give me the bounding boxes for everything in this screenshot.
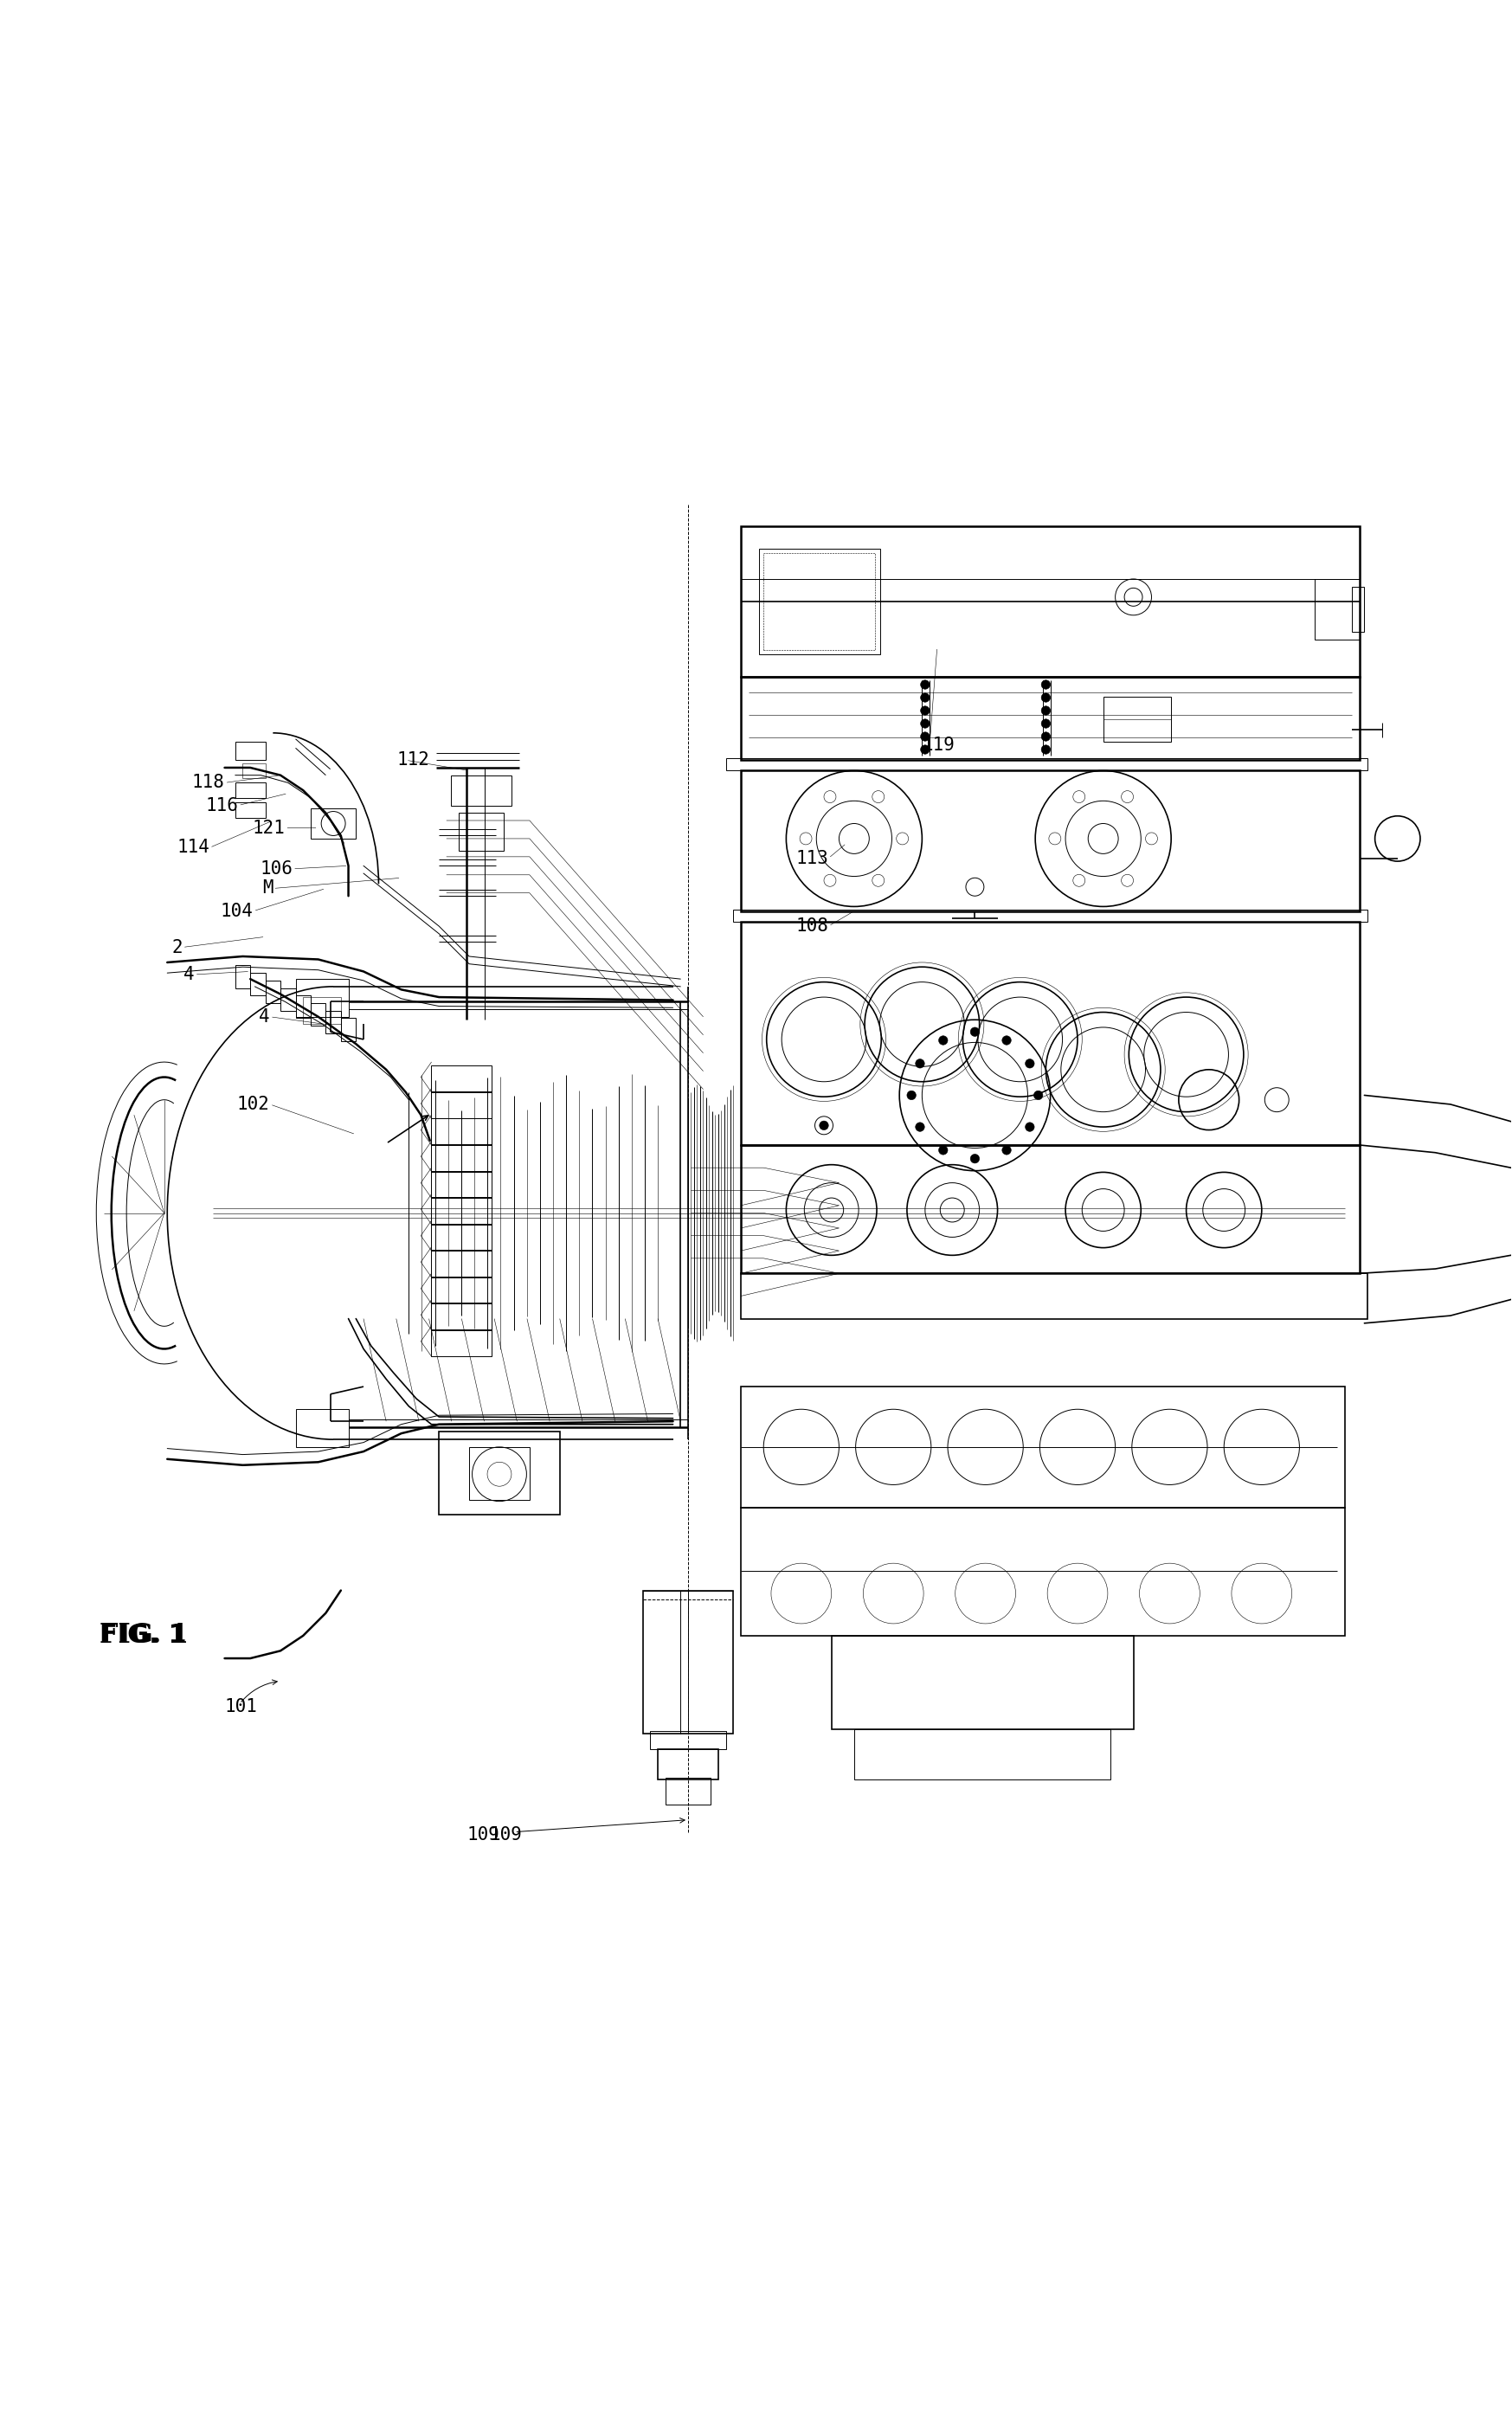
Bar xyxy=(431,1172,491,1198)
Bar xyxy=(236,803,266,818)
Circle shape xyxy=(1042,733,1051,740)
Circle shape xyxy=(907,1092,916,1099)
Bar xyxy=(469,1446,529,1499)
Text: 118: 118 xyxy=(192,774,225,791)
Bar xyxy=(325,1012,340,1033)
Circle shape xyxy=(1042,679,1051,689)
Bar xyxy=(431,1223,491,1252)
Bar xyxy=(310,808,355,839)
Bar xyxy=(243,764,266,779)
Circle shape xyxy=(1042,694,1051,701)
Bar xyxy=(741,1274,1367,1320)
Circle shape xyxy=(939,1036,948,1046)
Circle shape xyxy=(915,1123,924,1131)
Bar xyxy=(431,1329,491,1356)
Bar xyxy=(741,771,1359,912)
Bar xyxy=(295,980,348,1016)
Text: 113: 113 xyxy=(795,849,829,866)
Circle shape xyxy=(1034,1092,1043,1099)
Bar xyxy=(431,1196,491,1225)
Bar xyxy=(1314,580,1359,640)
Text: 109: 109 xyxy=(467,1827,499,1844)
Bar xyxy=(431,1065,491,1092)
Text: 112: 112 xyxy=(396,752,429,769)
Circle shape xyxy=(1042,745,1051,754)
Circle shape xyxy=(939,1145,948,1155)
Text: FIG. 1: FIG. 1 xyxy=(100,1623,186,1647)
Text: 4: 4 xyxy=(259,1009,271,1026)
Text: 116: 116 xyxy=(206,796,239,815)
Bar xyxy=(431,1249,491,1276)
Text: 102: 102 xyxy=(237,1097,271,1114)
Bar xyxy=(643,1591,733,1735)
Bar xyxy=(340,1019,355,1041)
Bar xyxy=(431,1276,491,1303)
Bar xyxy=(302,997,340,1024)
Bar xyxy=(650,1730,726,1749)
Circle shape xyxy=(921,745,930,754)
Bar xyxy=(236,966,251,987)
Bar xyxy=(281,987,295,1012)
Circle shape xyxy=(1002,1145,1012,1155)
Text: 104: 104 xyxy=(221,902,254,919)
Bar xyxy=(431,1092,491,1118)
Bar xyxy=(431,1145,491,1172)
Bar xyxy=(658,1749,718,1778)
Bar xyxy=(854,1730,1111,1778)
Circle shape xyxy=(921,694,930,701)
Text: 101: 101 xyxy=(225,1698,257,1715)
Circle shape xyxy=(1042,706,1051,716)
Text: 108: 108 xyxy=(795,917,829,934)
Bar xyxy=(458,813,503,852)
Text: 2: 2 xyxy=(171,939,183,956)
Circle shape xyxy=(921,706,930,716)
Circle shape xyxy=(1002,1036,1012,1046)
Bar xyxy=(832,1635,1134,1730)
Text: FIG. 1: FIG. 1 xyxy=(100,1623,189,1650)
Circle shape xyxy=(1025,1060,1034,1067)
Circle shape xyxy=(971,1155,980,1162)
Bar xyxy=(733,910,1367,922)
Circle shape xyxy=(921,733,930,740)
Bar xyxy=(1352,587,1364,631)
Bar xyxy=(251,973,266,995)
Bar xyxy=(741,1507,1344,1635)
Bar xyxy=(431,1118,491,1145)
Bar xyxy=(431,1303,491,1329)
Bar xyxy=(741,922,1359,1145)
Bar xyxy=(266,980,281,1004)
Circle shape xyxy=(820,1121,829,1131)
Bar xyxy=(665,1778,711,1805)
Text: 114: 114 xyxy=(177,839,210,856)
Circle shape xyxy=(915,1060,924,1067)
Bar xyxy=(236,742,266,759)
Bar xyxy=(741,1388,1344,1507)
Circle shape xyxy=(1125,587,1143,606)
Text: 106: 106 xyxy=(260,861,292,878)
Circle shape xyxy=(921,718,930,728)
Text: M: M xyxy=(262,881,274,898)
Bar xyxy=(295,1410,348,1446)
Bar xyxy=(295,995,310,1019)
Text: 119: 119 xyxy=(922,738,956,754)
Bar xyxy=(438,1431,559,1514)
Bar xyxy=(741,1145,1359,1274)
Circle shape xyxy=(1025,1123,1034,1131)
Bar xyxy=(310,1004,325,1026)
Circle shape xyxy=(1042,718,1051,728)
Bar xyxy=(236,784,266,798)
Bar xyxy=(764,553,875,650)
Text: 109: 109 xyxy=(490,1827,522,1844)
Bar xyxy=(741,526,1359,677)
Bar xyxy=(451,776,511,805)
Bar xyxy=(1104,696,1172,742)
Bar xyxy=(741,677,1359,759)
Circle shape xyxy=(971,1026,980,1036)
Text: 121: 121 xyxy=(253,820,284,837)
Bar xyxy=(726,759,1367,771)
Circle shape xyxy=(921,679,930,689)
Text: 4: 4 xyxy=(183,966,195,983)
Bar xyxy=(759,548,880,655)
